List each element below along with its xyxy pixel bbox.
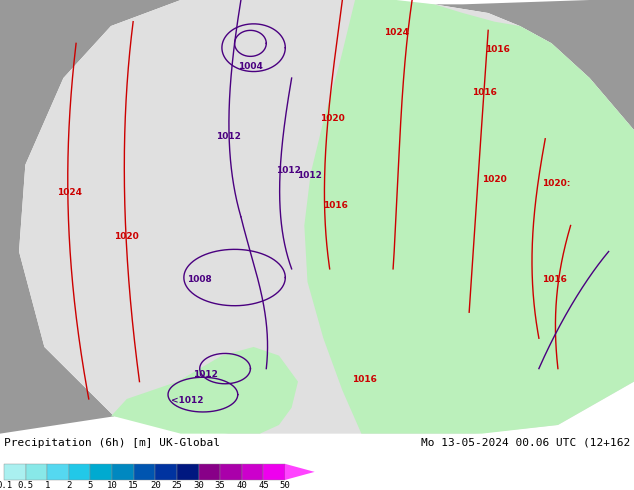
Text: 1012: 1012: [216, 132, 240, 141]
Text: 1012: 1012: [276, 167, 301, 175]
Text: 1016: 1016: [485, 45, 510, 54]
Text: 15: 15: [128, 481, 139, 490]
Bar: [177, 464, 198, 480]
Text: 10: 10: [107, 481, 117, 490]
Text: 1016: 1016: [542, 275, 567, 284]
Bar: [47, 464, 69, 480]
Text: 50: 50: [280, 481, 290, 490]
Text: 1024: 1024: [57, 188, 82, 197]
Text: 5: 5: [87, 481, 93, 490]
Text: 1004: 1004: [238, 62, 262, 72]
Text: 1020: 1020: [114, 231, 139, 241]
Polygon shape: [285, 464, 314, 480]
Text: 0.1: 0.1: [0, 481, 12, 490]
Bar: [198, 464, 220, 480]
Text: 45: 45: [258, 481, 269, 490]
Text: 1020: 1020: [320, 115, 345, 123]
Text: 1024: 1024: [384, 28, 408, 37]
Polygon shape: [111, 347, 298, 434]
Bar: [134, 464, 155, 480]
Text: 1020: 1020: [482, 175, 507, 184]
Text: 20: 20: [150, 481, 160, 490]
Text: 30: 30: [193, 481, 204, 490]
Text: 35: 35: [215, 481, 226, 490]
Text: 25: 25: [172, 481, 183, 490]
Bar: [69, 464, 91, 480]
Text: 1016: 1016: [323, 201, 348, 210]
Bar: [25, 464, 47, 480]
Bar: [4, 464, 25, 480]
Text: <1012: <1012: [171, 396, 204, 405]
Bar: [263, 464, 285, 480]
Bar: [242, 464, 263, 480]
Text: 1016: 1016: [472, 88, 497, 98]
Polygon shape: [434, 0, 634, 130]
Polygon shape: [0, 0, 181, 434]
Bar: [91, 464, 112, 480]
Text: 40: 40: [236, 481, 247, 490]
Text: 1020:: 1020:: [542, 179, 571, 189]
Bar: [112, 464, 134, 480]
Text: 1012: 1012: [193, 370, 218, 379]
Text: Mo 13-05-2024 00.06 UTC (12+162: Mo 13-05-2024 00.06 UTC (12+162: [421, 438, 630, 448]
Text: 2: 2: [66, 481, 72, 490]
Text: 1012: 1012: [297, 171, 321, 180]
Text: Precipitation (6h) [m] UK-Global: Precipitation (6h) [m] UK-Global: [4, 438, 220, 448]
Text: 0.5: 0.5: [18, 481, 34, 490]
Text: 1: 1: [44, 481, 50, 490]
Bar: [220, 464, 242, 480]
Polygon shape: [19, 0, 634, 434]
Text: 1016: 1016: [352, 375, 377, 384]
Polygon shape: [304, 0, 634, 434]
Text: 1008: 1008: [187, 275, 212, 284]
Bar: [155, 464, 177, 480]
